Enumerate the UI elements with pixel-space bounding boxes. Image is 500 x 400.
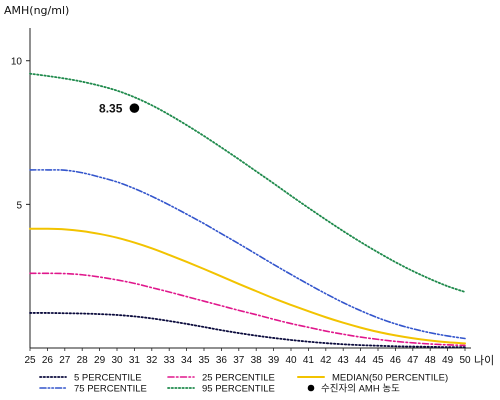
patient-amh-value-label: 8.35	[99, 102, 123, 116]
x-tick-label: 32	[146, 355, 158, 366]
legend-label-95-percentile: 95 PERCENTILE	[202, 384, 275, 395]
x-tick-label: 40	[285, 355, 297, 366]
x-tick-label: 31	[129, 355, 141, 366]
x-tick-label: 42	[320, 355, 332, 366]
series-line-95-percentile	[29, 72, 466, 293]
x-axis-title: 나이	[474, 354, 494, 367]
x-tick-label: 26	[42, 355, 54, 366]
series-line-75-percentile	[29, 169, 466, 340]
points-layer: 8.35	[99, 102, 140, 116]
legend-label-median-50-percentile: MEDIAN(50 PERCENTILE)	[332, 373, 448, 384]
series-line-median-50-percentile	[29, 227, 466, 345]
x-tick-label: 27	[59, 355, 71, 366]
legend-label-5-percentile: 5 PERCENTILE	[74, 373, 142, 384]
x-tick-label: 48	[425, 355, 437, 366]
series-line-5-percentile	[29, 312, 466, 349]
legend-label-25-percentile: 25 PERCENTILE	[202, 373, 275, 384]
x-tick-label: 49	[442, 355, 454, 366]
series-layer	[29, 72, 466, 349]
y-tick-label: 10	[11, 57, 23, 68]
x-tick-label: 47	[407, 355, 419, 366]
x-tick-label: 38	[251, 355, 263, 366]
legend-swatch-patient-amh	[307, 384, 315, 392]
x-tick-label: 25	[24, 355, 36, 366]
y-axis-title: AMH(ng/ml)	[4, 4, 69, 17]
x-tick-label: 34	[181, 355, 193, 366]
x-tick-label: 45	[372, 355, 384, 366]
x-tick-label: 33	[164, 355, 176, 366]
series-line-25-percentile	[29, 272, 466, 347]
patient-amh-point	[129, 103, 140, 113]
x-tick-label: 35	[198, 355, 210, 366]
x-tick-label: 29	[94, 355, 106, 366]
x-tick-label: 37	[233, 355, 245, 366]
x-tick-label: 41	[303, 355, 315, 366]
x-tick-label: 39	[268, 355, 280, 366]
legend: 5 PERCENTILE 25 PERCENTILE MEDIAN(50 PERCE…	[39, 373, 448, 395]
x-tick-label: 46	[390, 355, 402, 366]
legend-label-75-percentile: 75 PERCENTILE	[74, 384, 147, 395]
x-tick-label: 43	[338, 355, 350, 366]
x-tick-label: 50	[459, 355, 471, 366]
axes: AMH(ng/ml) 5 10 25 26 27 28 29 30 31 32 33 34 35 36 37 3…	[4, 4, 494, 367]
x-tick-label: 44	[355, 355, 367, 366]
x-tick-label: 30	[111, 355, 123, 366]
y-tick-label: 5	[16, 200, 22, 211]
legend-label-patient-amh: 수진자의 AMH 농도	[321, 384, 400, 395]
x-tick-label: 28	[77, 355, 89, 366]
x-tick-label: 36	[216, 355, 228, 366]
